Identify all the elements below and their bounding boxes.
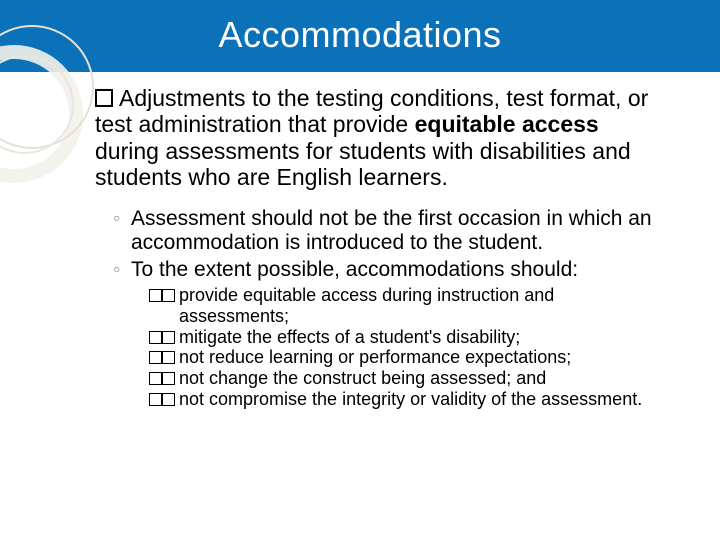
main-bullet: Adjustments to the testing conditions, t… <box>95 85 655 191</box>
replacement-char-icon <box>149 285 179 326</box>
subsub-item: not change the construct being assessed;… <box>149 368 655 389</box>
replacement-char-icon <box>149 347 179 368</box>
main-lead: Adjustments <box>119 85 246 111</box>
main-bold: equitable access <box>415 111 599 137</box>
content-area: Adjustments to the testing conditions, t… <box>95 85 655 409</box>
ring-bullet-icon: ◦ <box>113 258 131 282</box>
replacement-char-icon <box>149 389 179 410</box>
sub-item: ◦ Assessment should not be the first occ… <box>113 207 655 255</box>
replacement-char-icon <box>149 327 179 348</box>
main-tail: during assessments for students with dis… <box>95 138 631 190</box>
sub-item: ◦ To the extent possible, accommodations… <box>113 258 655 282</box>
subsub-text: not compromise the integrity or validity… <box>179 389 655 410</box>
subsub-text: provide equitable access during instruct… <box>179 285 655 326</box>
page-title: Accommodations <box>0 14 720 56</box>
subsub-item: mitigate the effects of a student's disa… <box>149 327 655 348</box>
subsub-list: provide equitable access during instruct… <box>149 285 655 409</box>
square-bullet-icon <box>95 89 113 107</box>
sub-text: Assessment should not be the first occas… <box>131 207 655 255</box>
subsub-text: not change the construct being assessed;… <box>179 368 655 389</box>
ring-bullet-icon: ◦ <box>113 207 131 255</box>
subsub-text: mitigate the effects of a student's disa… <box>179 327 655 348</box>
subsub-item: not reduce learning or performance expec… <box>149 347 655 368</box>
sub-text: To the extent possible, accommodations s… <box>131 258 655 282</box>
sub-list: ◦ Assessment should not be the first occ… <box>113 207 655 410</box>
subsub-item: not compromise the integrity or validity… <box>149 389 655 410</box>
replacement-char-icon <box>149 368 179 389</box>
subsub-item: provide equitable access during instruct… <box>149 285 655 326</box>
subsub-text: not reduce learning or performance expec… <box>179 347 655 368</box>
